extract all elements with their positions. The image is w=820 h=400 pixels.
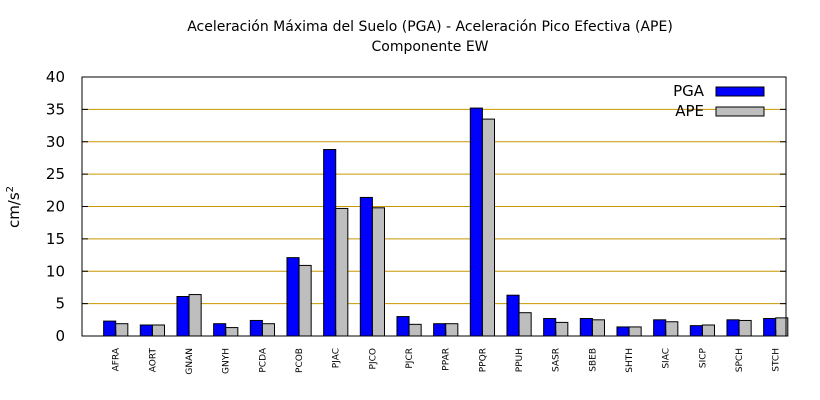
y-axis-ticks: 0 5 10 15 20 25 30 35 40 (46, 68, 786, 345)
bar-ape-spch (738, 319, 752, 337)
bar-pga-aort (139, 324, 153, 337)
y-axis-label: cm/s2 (5, 186, 23, 228)
bar-pga-sicp (689, 325, 703, 337)
x-tick-label: PJAC (332, 348, 342, 368)
bar-pga-ppqr (469, 107, 483, 337)
x-tick-label: SHTH (625, 348, 635, 373)
x-tick-label: SICP (698, 347, 708, 368)
bar-pga-afra (103, 320, 117, 337)
bar-ape-pcob (298, 264, 312, 337)
x-tick-label: AFRA (112, 347, 122, 371)
bar-ape-afra (115, 323, 129, 337)
bar-pga-shth (616, 326, 630, 337)
bars (103, 107, 789, 337)
y-tick-label: 40 (46, 68, 65, 86)
x-tick-label: PCDA (258, 347, 268, 372)
chart-title: Aceleración Máxima del Suelo (PGA) - Ace… (187, 19, 673, 35)
y-tick-label: 20 (46, 198, 65, 216)
legend-label-pga: PGA (673, 82, 705, 100)
x-tick-label: STCH (772, 348, 782, 372)
x-tick-label: PCOB (295, 348, 305, 373)
x-tick-label: SASR (552, 348, 562, 372)
bar-ape-ppqr (481, 118, 495, 337)
bar-ape-sicp (701, 324, 716, 337)
bar-ape-ppuh (518, 312, 532, 337)
bar-pga-gnan (176, 296, 190, 337)
bar-ape-shth (628, 326, 642, 337)
x-tick-label: SBEB (588, 348, 598, 372)
plot-frame (81, 76, 787, 337)
x-tick-label: PPQR (478, 348, 488, 372)
gridlines (82, 108, 786, 305)
chart-subtitle: Componente EW (371, 39, 488, 55)
bar-ape-sasr (555, 321, 569, 337)
bar-pga-sbeb (579, 318, 593, 337)
bar-pga-pcda (249, 319, 263, 337)
bar-ape-ppar (445, 323, 459, 337)
bar-pga-ppar (433, 323, 447, 337)
legend-swatch-ape (715, 106, 765, 117)
bar-ape-pcda (261, 323, 275, 337)
bar-pga-pjcr (396, 316, 410, 337)
x-tick-label: PPAR (442, 348, 452, 371)
bar-ape-gnyh (225, 327, 239, 337)
bar-pga-stch (763, 318, 777, 337)
legend-swatch-pga (715, 86, 765, 97)
bar-pga-gnyh (213, 323, 227, 337)
y-tick-label: 25 (46, 165, 65, 183)
bar-ape-siac (665, 321, 679, 337)
y-tick-label: 5 (55, 295, 65, 313)
bar-ape-pjac (335, 207, 349, 337)
bar-pga-siac (653, 319, 667, 337)
x-tick-label: SIAC (662, 348, 672, 369)
x-tick-label: SPCH (735, 348, 745, 372)
y-tick-label: 15 (46, 230, 65, 248)
bar-pga-sasr (543, 318, 557, 337)
bar-pga-pjac (323, 149, 337, 337)
bar-pga-ppuh (506, 294, 520, 337)
legend-label-ape: APE (675, 102, 704, 120)
bar-ape-sbeb (591, 319, 606, 337)
bar-ape-pjco (371, 207, 385, 337)
x-tick-label: PJCR (405, 348, 415, 369)
bar-ape-gnan (188, 294, 202, 337)
y-tick-label: 10 (46, 262, 65, 280)
x-tick-label: GNAN (185, 348, 195, 375)
x-axis-ticks: AFRA AORT GNAN GNYH PCDA PCOB PJAC PJCO PJCR PPAR… (112, 330, 782, 375)
bar-pga-pcob (286, 257, 300, 337)
x-tick-label: PPUH (515, 348, 525, 372)
bar-ape-pjcr (408, 323, 422, 337)
x-tick-label: GNYH (222, 348, 232, 374)
x-tick-label: AORT (148, 348, 158, 373)
y-tick-label: 0 (55, 327, 65, 345)
bar-ape-aort (151, 324, 165, 337)
y-tick-label: 30 (46, 133, 65, 151)
x-tick-label: PJCO (368, 348, 378, 369)
legend: PGA APE (673, 82, 765, 120)
bar-pga-pjco (359, 196, 373, 337)
y-tick-label: 35 (46, 100, 65, 118)
bar-pga-spch (726, 319, 740, 337)
